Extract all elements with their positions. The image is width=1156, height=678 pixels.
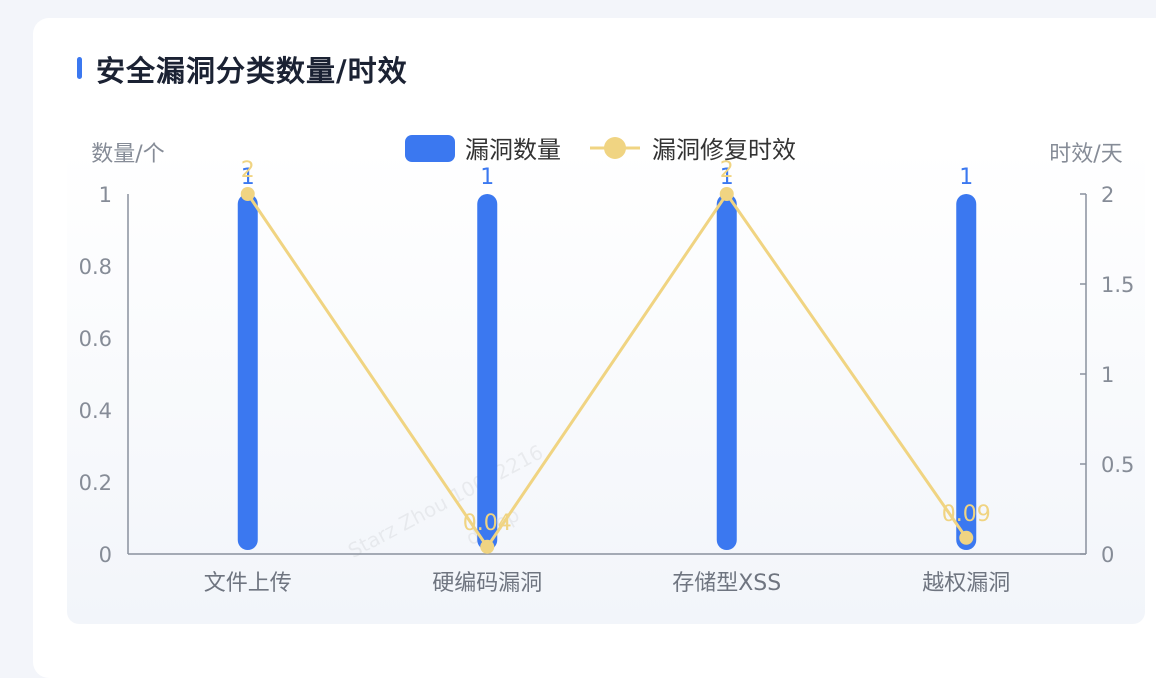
line-value-label: 0.04: [463, 511, 512, 536]
bar-value-label: 1: [959, 165, 973, 190]
bar: [477, 194, 497, 550]
y-left-tick-label: 0.6: [79, 327, 112, 351]
x-tick-label: 文件上传: [204, 571, 292, 596]
legend-bar-swatch: [405, 135, 455, 162]
y-left-tick-label: 0.4: [79, 399, 112, 423]
bar: [956, 194, 976, 550]
legend-line-label: 漏洞修复时效: [652, 136, 796, 164]
line-point: [959, 531, 973, 545]
line-point: [720, 187, 734, 201]
y-right-tick-label: 2: [1101, 183, 1114, 207]
y-right-tick-label: 1.5: [1101, 273, 1134, 297]
x-tick-label: 硬编码漏洞: [432, 571, 542, 596]
y-left-tick-label: 0: [99, 543, 112, 567]
y-left-axis-title: 数量/个: [91, 142, 164, 167]
bar: [717, 194, 737, 550]
bar-value-label: 1: [480, 165, 494, 190]
line-point: [480, 540, 494, 554]
y-right-tick-label: 0.5: [1101, 453, 1134, 477]
series-line: [248, 194, 967, 547]
y-left-tick-label: 1: [99, 183, 112, 207]
line-value-label: 2: [241, 158, 255, 183]
y-left-tick-label: 0.2: [79, 471, 112, 495]
y-right-tick-label: 1: [1101, 363, 1114, 387]
legend-line-marker: [604, 137, 626, 159]
bar: [238, 194, 258, 550]
line-value-label: 0.09: [942, 502, 991, 527]
y-right-tick-label: 0: [1101, 543, 1114, 567]
x-tick-label: 存储型XSS: [672, 571, 781, 596]
legend-bar-label: 漏洞数量: [465, 136, 561, 164]
line-point: [241, 187, 255, 201]
x-tick-label: 越权漏洞: [922, 571, 1010, 596]
y-right-axis-title: 时效/天: [1049, 142, 1122, 167]
y-left-tick-label: 0.8: [79, 255, 112, 279]
